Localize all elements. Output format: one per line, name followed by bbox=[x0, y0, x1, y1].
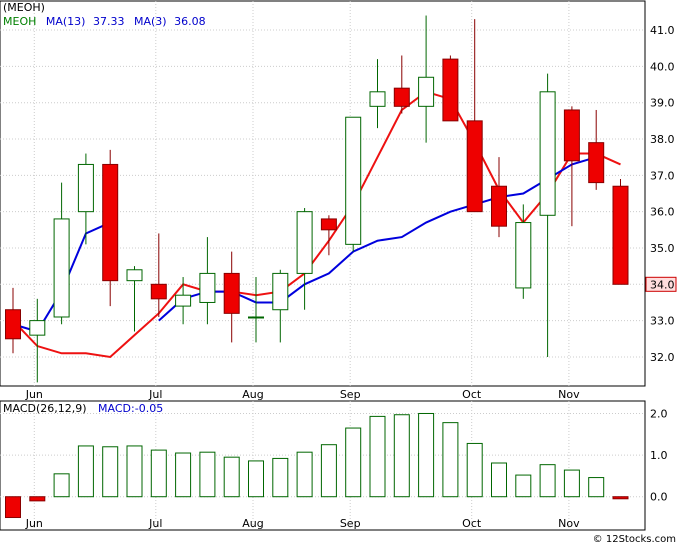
macd-bar-positive bbox=[346, 428, 361, 497]
symbol-label: (MEOH) bbox=[3, 1, 45, 14]
candle-up bbox=[297, 212, 312, 274]
macd-bar-positive bbox=[151, 450, 166, 497]
candle-up bbox=[419, 77, 434, 106]
macd-bar-negative bbox=[613, 497, 628, 499]
macd-month-label: Jun bbox=[25, 517, 43, 530]
macd-tick-label: 2.0 bbox=[650, 407, 668, 420]
legend-ma3-value: 36.08 bbox=[174, 15, 206, 28]
candle-up bbox=[249, 317, 264, 318]
candle-up bbox=[540, 92, 555, 215]
macd-bar-positive bbox=[176, 453, 191, 497]
candle-up bbox=[127, 270, 142, 281]
legend-ma13-value: 37.33 bbox=[93, 15, 125, 28]
macd-bar-positive bbox=[516, 475, 531, 497]
price-month-label: Nov bbox=[558, 388, 580, 401]
candle-up bbox=[346, 117, 361, 244]
price-y-axis: 32.0 33.0 34.0 35.0 36.0 37.0 38.0 39.0 40.0 41.0 bbox=[650, 24, 675, 364]
macd-bar-positive bbox=[54, 474, 69, 497]
macd-month-label: Aug bbox=[242, 517, 263, 530]
macd-month-label: Nov bbox=[558, 517, 580, 530]
price-month-label: Jul bbox=[148, 388, 162, 401]
candle-down bbox=[6, 310, 21, 339]
candle-down bbox=[394, 88, 409, 106]
candle-down bbox=[224, 273, 239, 313]
macd-bar-positive bbox=[589, 478, 604, 497]
macd-bar-positive bbox=[321, 445, 336, 497]
price-tick-label: 40.0 bbox=[650, 60, 675, 73]
macd-bar-positive bbox=[467, 443, 482, 496]
candle-up bbox=[516, 223, 531, 288]
macd-bar-positive bbox=[492, 463, 507, 497]
candle-up bbox=[370, 92, 385, 107]
price-tick-label: 38.0 bbox=[650, 133, 675, 146]
macd-y-axis: 2.0 1.0 0.0 bbox=[650, 407, 668, 503]
price-month-label: Sep bbox=[340, 388, 361, 401]
macd-month-label: Jul bbox=[148, 517, 162, 530]
macd-tick-label: 1.0 bbox=[650, 449, 668, 462]
macd-month-label: Sep bbox=[340, 517, 361, 530]
price-month-label: Jun bbox=[25, 388, 43, 401]
candle-down bbox=[564, 110, 579, 161]
candle-up bbox=[273, 273, 288, 309]
price-tick-label: 39.0 bbox=[650, 97, 675, 110]
macd-bar-positive bbox=[297, 452, 312, 497]
macd-bar-negative bbox=[6, 497, 21, 518]
macd-bar-negative bbox=[30, 497, 45, 501]
macd-bar-positive bbox=[127, 446, 142, 497]
price-tick-label: 41.0 bbox=[650, 24, 675, 37]
legend-ma3-name: MA(3) bbox=[134, 15, 167, 28]
candle-down bbox=[467, 121, 482, 212]
candle-up bbox=[176, 295, 191, 306]
macd-bar-positive bbox=[249, 461, 264, 497]
macd-bar-positive bbox=[78, 446, 93, 497]
legend-symbol: MEOH bbox=[3, 15, 36, 28]
candle-up bbox=[78, 164, 93, 211]
price-x-axis: Jun Jul Aug Sep Oct Nov bbox=[25, 388, 580, 401]
price-tick-label: 37.0 bbox=[650, 169, 675, 182]
macd-bar-positive bbox=[564, 470, 579, 497]
macd-legend: MACD(26,12,9) MACD:-0.05 bbox=[3, 402, 163, 415]
legend-ma13-name: MA(13) bbox=[46, 15, 86, 28]
candle-down bbox=[492, 186, 507, 226]
legend: MEOH MA(13) 37.33 MA(3) 36.08 bbox=[3, 15, 206, 28]
candle-down bbox=[151, 284, 166, 299]
last-price-tag: 34.0 bbox=[646, 277, 676, 291]
macd-bar-positive bbox=[200, 452, 215, 497]
price-tick-label: 33.0 bbox=[650, 315, 675, 328]
macd-bar-positive bbox=[540, 465, 555, 497]
macd-bar-positive bbox=[443, 423, 458, 497]
price-month-label: Aug bbox=[242, 388, 263, 401]
macd-month-label: Oct bbox=[462, 517, 482, 530]
price-tick-label: 36.0 bbox=[650, 206, 675, 219]
macd-bar-positive bbox=[370, 416, 385, 496]
candle-down bbox=[443, 59, 458, 121]
macd-value: MACD:-0.05 bbox=[98, 402, 163, 415]
candle-up bbox=[200, 273, 215, 302]
price-month-label: Oct bbox=[462, 388, 482, 401]
macd-bar-positive bbox=[419, 413, 434, 496]
price-tick-label: 35.0 bbox=[650, 242, 675, 255]
last-price-value: 34.0 bbox=[650, 278, 675, 291]
candle-down bbox=[589, 143, 604, 183]
candle-down bbox=[321, 219, 336, 230]
macd-bar-positive bbox=[103, 447, 118, 497]
macd-title: MACD(26,12,9) bbox=[3, 402, 87, 415]
macd-tick-label: 0.0 bbox=[650, 491, 668, 504]
credit: © 12Stocks.com bbox=[593, 534, 676, 545]
candle-up bbox=[54, 219, 69, 317]
price-tick-label: 32.0 bbox=[650, 351, 675, 364]
candle-down bbox=[103, 164, 118, 280]
macd-bar-positive bbox=[273, 458, 288, 496]
candle-up bbox=[30, 321, 45, 336]
macd-bar-positive bbox=[394, 415, 409, 497]
candle-down bbox=[613, 186, 628, 284]
macd-bar-positive bbox=[224, 457, 239, 497]
